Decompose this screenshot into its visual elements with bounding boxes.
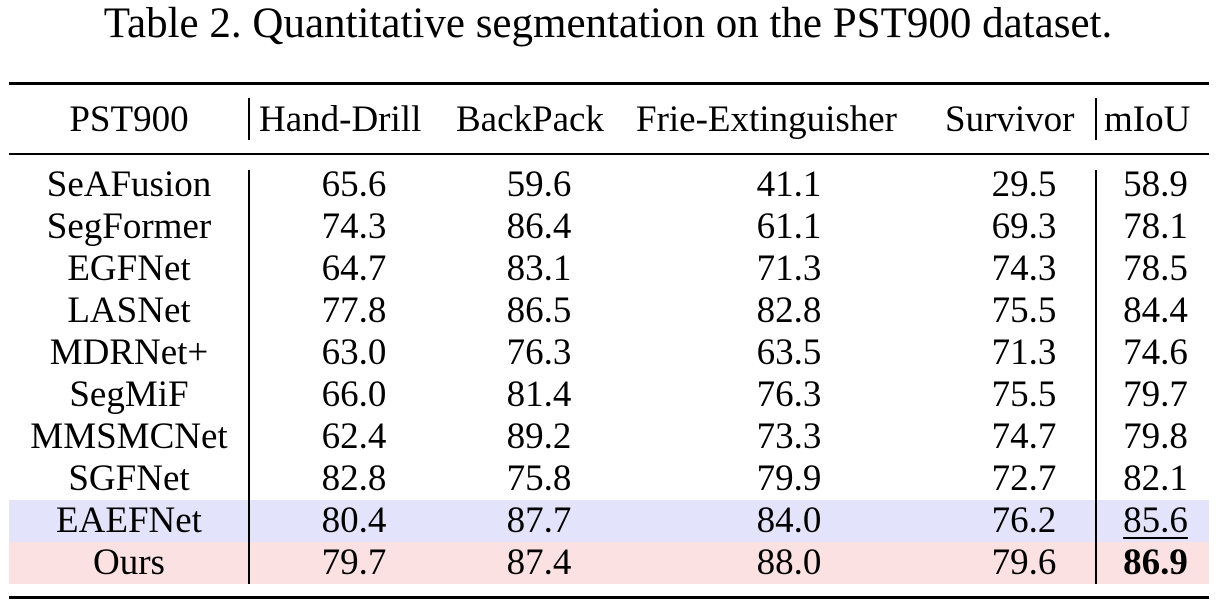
cell-hand-drill: 80.4 (321, 500, 387, 541)
cell-fire-extinguisher: 88.0 (756, 542, 822, 583)
cell-survivor: 69.3 (991, 206, 1057, 247)
method-name: SegFormer (46, 206, 212, 247)
method-name: EGFNet (67, 248, 191, 289)
cell-backpack: 89.2 (506, 416, 572, 457)
method-name: MDRNet+ (49, 332, 209, 373)
method-name: SegMiF (69, 374, 189, 415)
cell-survivor: 74.7 (991, 416, 1057, 457)
table-caption: Table 2. Quantitative segmentation on th… (103, 0, 1113, 47)
method-name: Ours (93, 542, 165, 583)
table-row: EAEFNet 80.4 87.7 84.0 76.2 85.6 (9, 500, 1209, 542)
cell-hand-drill: 64.7 (321, 248, 387, 289)
table-row: MDRNet+ 63.0 76.3 63.5 71.3 74.6 (9, 332, 1209, 374)
cell-survivor: 76.2 (991, 500, 1057, 541)
table-row: MMSMCNet 62.4 89.2 73.3 74.7 79.8 (9, 416, 1209, 458)
cell-fire-extinguisher: 82.8 (756, 290, 822, 331)
cell-miou: 79.7 (1123, 374, 1188, 415)
cell-hand-drill: 82.8 (321, 458, 387, 499)
method-name: SGFNet (68, 458, 190, 499)
cell-backpack: 87.4 (506, 542, 572, 583)
cell-backpack: 86.5 (506, 290, 572, 331)
body-separator-right (1095, 170, 1097, 584)
cell-backpack: 87.7 (506, 500, 572, 541)
table-row: SeAFusion 65.6 59.6 41.1 29.5 58.9 (9, 164, 1209, 206)
header-separator-left (248, 98, 250, 140)
cell-backpack: 81.4 (506, 374, 572, 415)
table-row: SegFormer 74.3 86.4 61.1 69.3 78.1 (9, 206, 1209, 248)
method-name: LASNet (67, 290, 191, 331)
header-rule (9, 153, 1209, 155)
cell-miou: 85.6 (1123, 500, 1188, 541)
cell-miou: 74.6 (1123, 332, 1188, 373)
cell-backpack: 86.4 (506, 206, 572, 247)
cell-survivor: 72.7 (991, 458, 1057, 499)
cell-backpack: 83.1 (506, 248, 572, 289)
table-row: SGFNet 82.8 75.8 79.9 72.7 82.1 (9, 458, 1209, 500)
cell-hand-drill: 62.4 (321, 416, 387, 457)
cell-miou: 78.5 (1123, 248, 1188, 289)
cell-miou: 84.4 (1123, 290, 1188, 331)
cell-survivor: 74.3 (991, 248, 1057, 289)
body-separator-left (248, 170, 250, 584)
cell-hand-drill: 74.3 (321, 206, 387, 247)
cell-hand-drill: 65.6 (321, 164, 387, 205)
cell-fire-extinguisher: 79.9 (756, 458, 822, 499)
cell-miou: 58.9 (1123, 164, 1188, 205)
top-rule (9, 82, 1209, 85)
cell-miou: 86.9 (1123, 542, 1188, 583)
cell-backpack: 76.3 (506, 332, 572, 373)
cell-hand-drill: 63.0 (321, 332, 387, 373)
table-row: LASNet 77.8 86.5 82.8 75.5 84.4 (9, 290, 1209, 332)
cell-backpack: 75.8 (506, 458, 572, 499)
cell-miou: 82.1 (1123, 458, 1188, 499)
cell-fire-extinguisher: 41.1 (756, 164, 822, 205)
cell-fire-extinguisher: 71.3 (756, 248, 822, 289)
cell-fire-extinguisher: 76.3 (756, 374, 822, 415)
cell-hand-drill: 79.7 (321, 542, 387, 583)
cell-fire-extinguisher: 73.3 (756, 416, 822, 457)
header-hand-drill: Hand-Drill (259, 99, 422, 140)
header-backpack: BackPack (456, 99, 604, 140)
header-survivor: Survivor (945, 99, 1075, 140)
cell-survivor: 75.5 (991, 290, 1057, 331)
header-miou: mIoU (1104, 99, 1191, 140)
header-dataset: PST900 (69, 99, 189, 140)
method-name: MMSMCNet (30, 416, 228, 457)
cell-survivor: 79.6 (991, 542, 1057, 583)
bottom-rule (9, 596, 1209, 599)
cell-fire-extinguisher: 63.5 (756, 332, 822, 373)
method-name: EAEFNet (56, 500, 202, 541)
cell-survivor: 29.5 (991, 164, 1057, 205)
cell-miou: 78.1 (1123, 206, 1188, 247)
cell-survivor: 71.3 (991, 332, 1057, 373)
table-row: EGFNet 64.7 83.1 71.3 74.3 78.5 (9, 248, 1209, 290)
cell-fire-extinguisher: 84.0 (756, 500, 822, 541)
table-row: Ours 79.7 87.4 88.0 79.6 86.9 (9, 542, 1209, 584)
header-fire-extinguisher: Frie-Extinguisher (636, 99, 898, 140)
cell-hand-drill: 66.0 (321, 374, 387, 415)
cell-backpack: 59.6 (506, 164, 572, 205)
cell-fire-extinguisher: 61.1 (756, 206, 822, 247)
cell-miou: 79.8 (1123, 416, 1188, 457)
cell-hand-drill: 77.8 (321, 290, 387, 331)
header-separator-right (1095, 98, 1097, 140)
cell-survivor: 75.5 (991, 374, 1057, 415)
table-row: SegMiF 66.0 81.4 76.3 75.5 79.7 (9, 374, 1209, 416)
method-name: SeAFusion (46, 164, 212, 205)
